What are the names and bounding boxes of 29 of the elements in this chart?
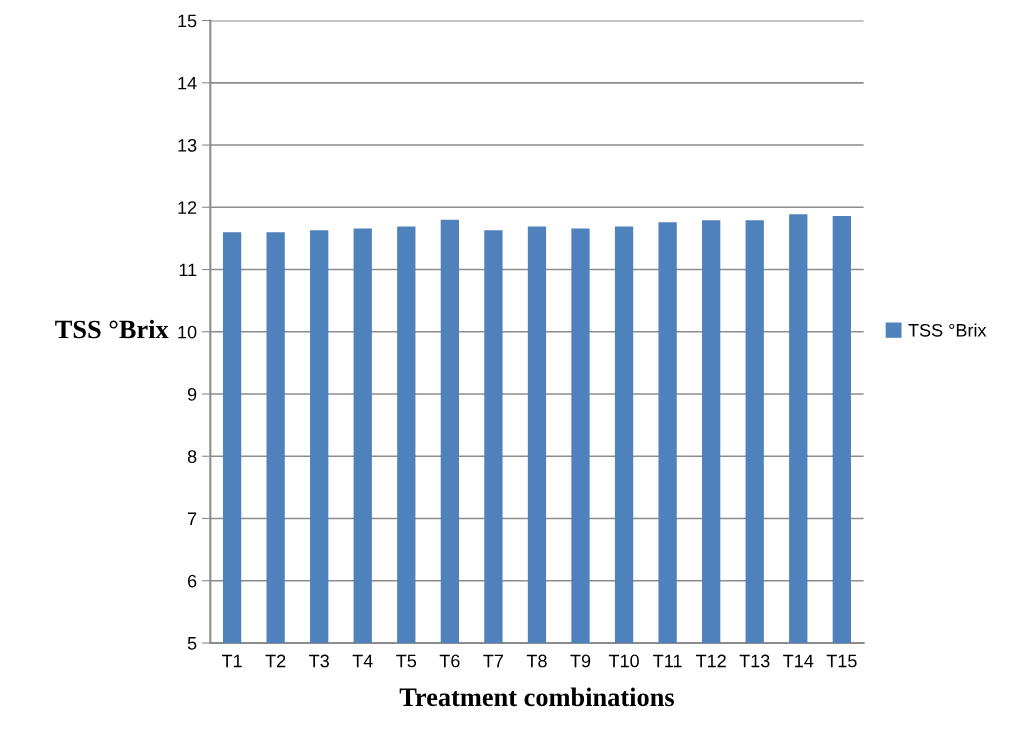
y-tick-label: 12	[178, 201, 197, 214]
y-tick-label: 11	[179, 263, 197, 277]
x-tick-label: T10	[608, 654, 639, 668]
y-axis-title: TSS °Brix	[55, 319, 169, 339]
x-tick-label: T3	[309, 654, 329, 668]
x-tick-label: T14	[783, 654, 814, 668]
x-tick-label: T13	[739, 654, 770, 668]
y-tick-label: 14	[178, 76, 197, 90]
y-tick-label: 10	[178, 325, 197, 339]
x-tick-label: T4	[352, 654, 373, 668]
y-tick-label: 6	[187, 574, 197, 588]
x-tick-label: T7	[483, 654, 504, 668]
x-tick-label: T12	[696, 654, 726, 668]
x-tick-label: T11	[653, 654, 682, 668]
y-tick-label: 15	[178, 14, 197, 28]
y-tick-label: 7	[188, 512, 197, 526]
x-tick-label: T5	[396, 654, 417, 668]
y-tick-label: 8	[187, 450, 197, 463]
x-tick-label: T2	[265, 654, 286, 668]
x-tick-label: T6	[439, 654, 460, 668]
y-tick-label: 9	[187, 387, 197, 401]
x-axis-title: Treatment combinations	[399, 687, 674, 707]
x-tick-label: T15	[826, 654, 857, 668]
legend-label: TSS °Brix	[908, 323, 987, 337]
y-tick-label: 5	[187, 637, 197, 650]
y-tick-label: 13	[178, 138, 197, 152]
x-tick-label: T8	[526, 654, 547, 668]
x-tick-label: T9	[570, 654, 591, 668]
x-tick-label: T1	[221, 654, 242, 668]
